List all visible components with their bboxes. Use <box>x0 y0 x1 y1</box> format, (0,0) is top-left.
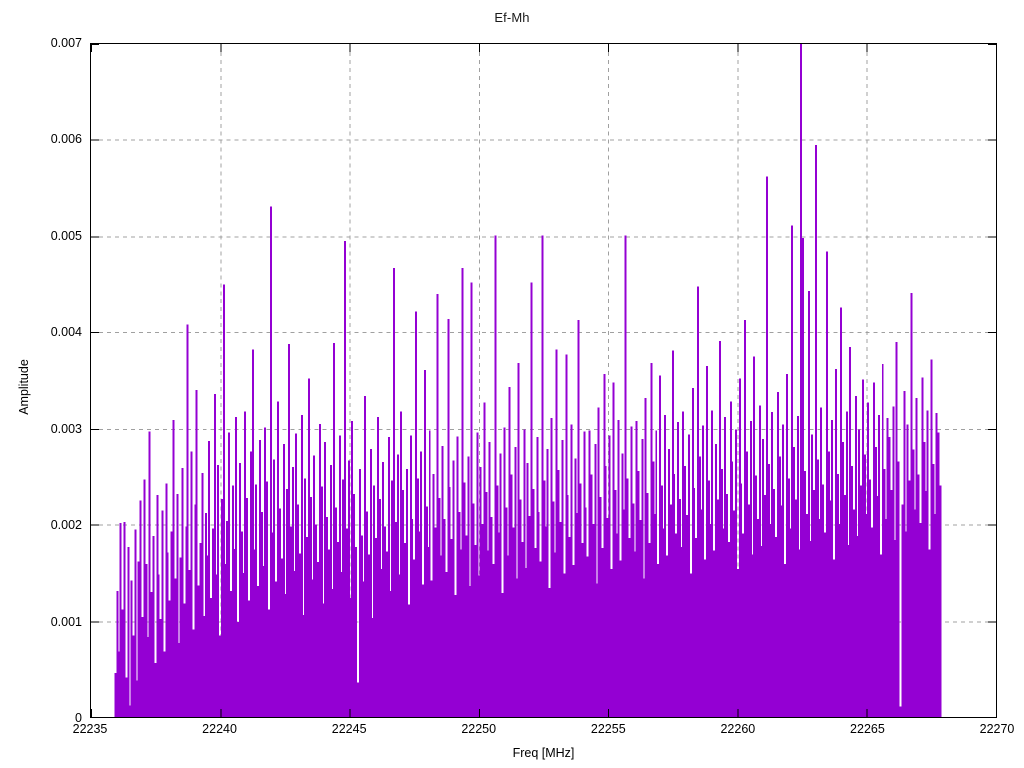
y-tick-label: 0.006 <box>50 132 82 147</box>
x-tick-label: 22235 <box>72 722 108 736</box>
x-tick-label: 22260 <box>720 722 756 736</box>
x-tick-label: 22265 <box>850 722 885 736</box>
y-tick-label: 0.001 <box>50 614 82 629</box>
y-tick-label: 0.007 <box>50 36 82 50</box>
x-tick-label: 22255 <box>590 722 626 736</box>
x-tick-label: 22270 <box>979 722 1015 736</box>
y-tick-label: 0.005 <box>50 228 82 243</box>
x-tick-label: 22250 <box>461 722 497 736</box>
series-ef-mh <box>114 44 942 717</box>
spectrum-impulses <box>114 44 942 717</box>
y-axis-title: Amplitude <box>17 359 31 415</box>
x-tick-label: 22240 <box>202 722 237 736</box>
y-tick-label: 0.003 <box>50 421 82 436</box>
y-tick-label: 0 <box>75 711 82 725</box>
plot-area <box>90 43 997 718</box>
y-tick-label: 0.004 <box>50 325 82 340</box>
axis-tick-marks <box>91 44 996 717</box>
y-axis-tick-labels: 0 0.001 0.002 0.003 0.004 0.005 0.006 0.007 <box>0 36 1024 725</box>
x-tick-label: 22245 <box>331 722 367 736</box>
x-axis-title: Freq [MHz] <box>512 746 575 760</box>
chart-title: Ef-Mh <box>494 10 530 25</box>
y-tick-label: 0.002 <box>50 518 82 533</box>
